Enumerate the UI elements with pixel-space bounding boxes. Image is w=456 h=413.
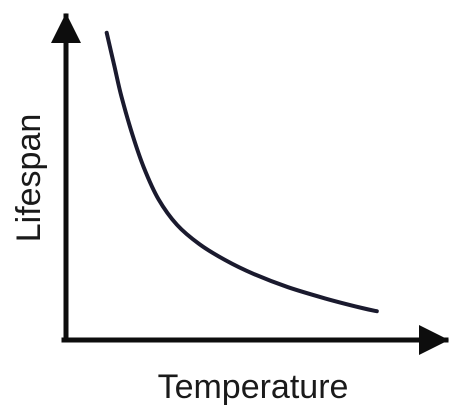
x-axis-label: Temperature (158, 368, 349, 406)
y-axis-label: Lifespan (10, 114, 48, 243)
series-layer (104, 30, 379, 314)
series-line-0 (104, 30, 379, 314)
